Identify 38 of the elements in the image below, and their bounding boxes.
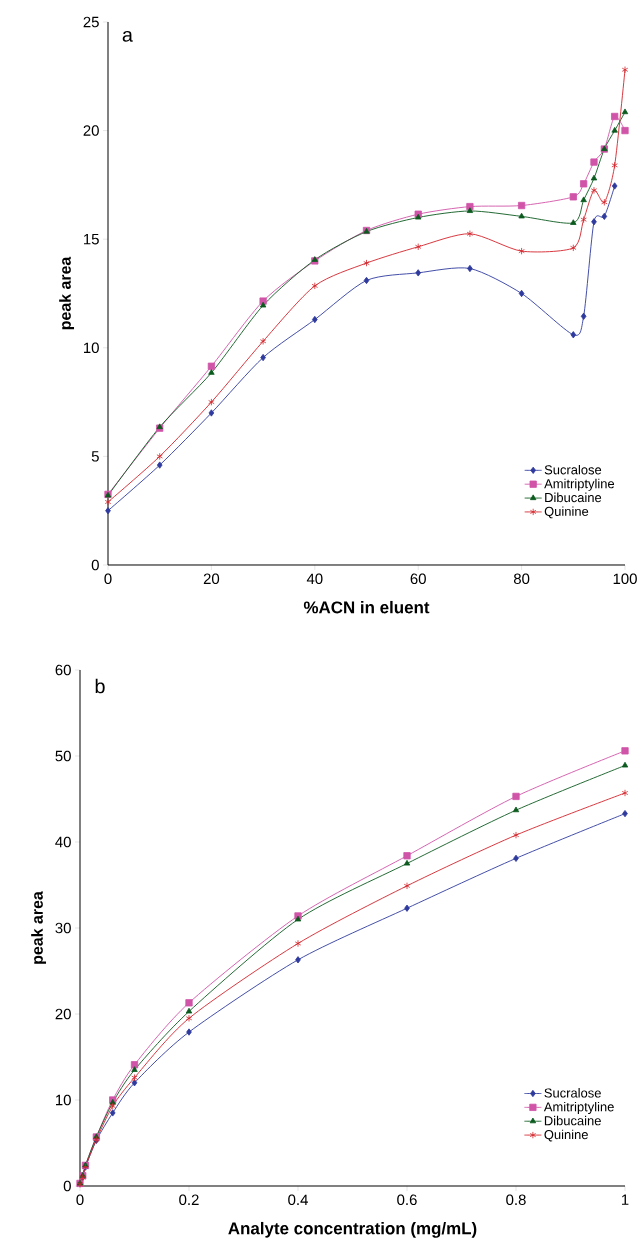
legend-label: Quinine <box>544 1129 588 1142</box>
y-tick-label: 5 <box>91 451 99 462</box>
y-tick-label: 50 <box>55 750 71 762</box>
x-tick-label: 20 <box>203 573 220 585</box>
x-tick-label: 0.8 <box>506 1194 526 1206</box>
x-tick-label: 0.2 <box>179 1194 199 1206</box>
y-tick-label: 20 <box>55 1008 71 1020</box>
y-tick-label: 10 <box>56 1094 71 1106</box>
annotation: b <box>95 678 105 694</box>
x-axis-title: Analyte concentration (mg/mL) <box>228 1221 477 1238</box>
x-tick-label: 40 <box>306 573 323 585</box>
y-tick-label: 20 <box>83 125 99 136</box>
x-tick-label: 0 <box>104 573 112 585</box>
x-tick-label: 100 <box>613 573 637 585</box>
legend-label: Dibucaine <box>544 1115 601 1126</box>
y-tick-label: 25 <box>83 16 99 28</box>
y-axis-title: peak area <box>59 256 75 330</box>
x-tick-label: 80 <box>513 573 530 585</box>
annotation: a <box>122 30 133 42</box>
legend-label: Dibucaine <box>545 492 602 503</box>
legend-label: Sucralose <box>544 464 602 475</box>
legend-label: Amitriptyline <box>543 1101 614 1114</box>
x-tick-label: 1 <box>621 1194 629 1205</box>
y-tick-label: 10 <box>84 342 99 354</box>
x-tick-label: 60 <box>410 573 426 585</box>
y-tick-label: 40 <box>55 836 71 848</box>
y-tick-label: 0 <box>63 1180 71 1192</box>
legend-label: Quinine <box>544 506 589 519</box>
y-tick-label: 15 <box>84 233 99 245</box>
y-tick-label: 0 <box>91 559 99 571</box>
legend-label: Amitriptyline <box>544 478 615 491</box>
x-tick-label: 0.6 <box>397 1194 417 1206</box>
x-tick-label: 0.4 <box>288 1194 308 1206</box>
y-tick-label: 60 <box>55 664 71 676</box>
y-axis-title: peak area <box>31 891 47 964</box>
y-tick-label: 30 <box>55 922 71 934</box>
legend-label: Sucralose <box>544 1088 601 1098</box>
x-axis-title: %ACN in eluent <box>303 600 430 614</box>
